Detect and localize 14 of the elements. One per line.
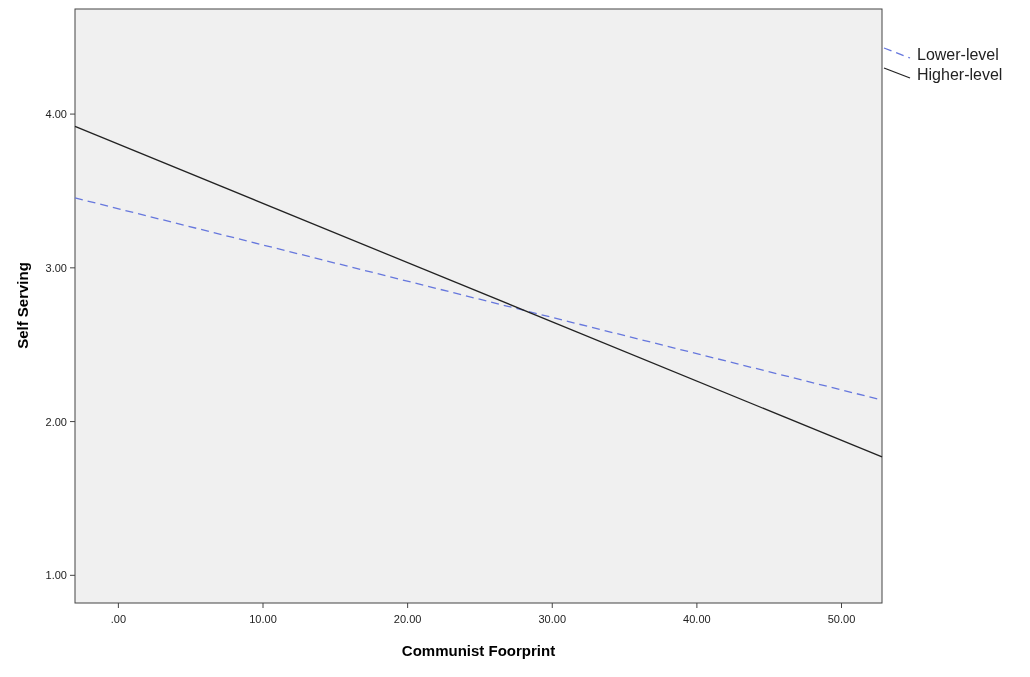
- y-tick-label: 3.00: [45, 261, 67, 274]
- x-tick-label: 50.00: [827, 613, 856, 625]
- x-axis-title: Communist Foorprint: [401, 642, 556, 659]
- y-axis-title: Self Serving: [14, 262, 31, 349]
- x-tick-label: .00: [110, 613, 127, 625]
- y-tick-label: 1.00: [45, 569, 67, 582]
- legend-label: Higher-level: [917, 66, 1003, 83]
- x-tick-label: 10.00: [249, 613, 277, 625]
- y-tick-label: 2.00: [45, 415, 67, 428]
- x-tick-label: 40.00: [683, 613, 711, 625]
- x-tick-label: 30.00: [538, 613, 567, 625]
- legend-label: Lower-level: [917, 46, 999, 63]
- x-tick-label: 20.00: [393, 613, 422, 625]
- y-tick-label: 4.00: [45, 108, 67, 121]
